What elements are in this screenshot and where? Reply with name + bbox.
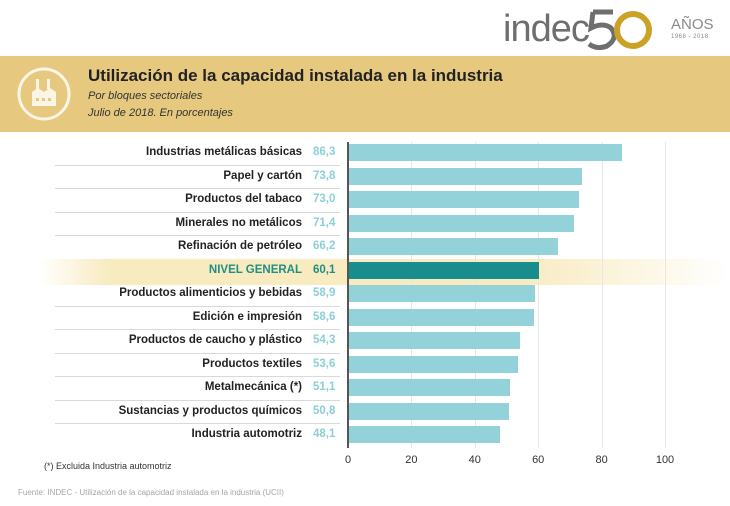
value-label: 58,6 — [313, 310, 336, 323]
category-label: Sustancias y productos químicos — [118, 404, 302, 417]
value-label: 73,0 — [313, 193, 336, 205]
category-label: Edición e impresión — [192, 310, 302, 323]
row-divider — [55, 188, 340, 189]
row-divider — [55, 211, 340, 213]
footnote: (*) Excluida Industria automotriz — [44, 461, 172, 471]
category-label: Papel y cartón — [223, 169, 302, 182]
chart-subtitle: Por bloques sectoriales — [88, 90, 203, 102]
category-label: Productos textiles — [202, 357, 302, 370]
row-divider — [55, 399, 340, 401]
row-divider — [55, 235, 340, 236]
source-note: Fuente: INDEC - Utilización de la capaci… — [18, 488, 284, 497]
factory-icon — [17, 67, 71, 121]
bar — [348, 238, 558, 255]
bar — [348, 144, 622, 161]
x-tick-label: 0 — [344, 454, 352, 466]
category-label: Productos del tabaco — [185, 193, 302, 205]
row-divider — [55, 305, 340, 307]
category-label: Productos alimenticios y bebidas — [119, 287, 302, 299]
bar-nivel-general — [348, 261, 539, 279]
bar — [348, 355, 518, 373]
value-label: 66,2 — [313, 240, 336, 252]
category-label: Refinación de petróleo — [178, 240, 302, 252]
value-label: 60,1 — [313, 263, 336, 276]
row-divider — [55, 164, 340, 166]
bar — [348, 379, 510, 396]
gridline — [601, 142, 603, 448]
logo-50-icon — [587, 9, 652, 50]
title-banner: Utilización de la capacidad instalada en… — [0, 56, 730, 132]
bar — [348, 402, 510, 420]
value-label: 53,6 — [313, 357, 336, 370]
chart-date: Julio de 2018. En porcentajes — [88, 107, 233, 119]
value-label: 51,1 — [313, 381, 336, 393]
row-divider — [55, 376, 340, 377]
category-label: NIVEL GENERAL — [208, 263, 302, 276]
row-divider — [55, 352, 340, 354]
logo-wordmark: indec — [503, 8, 590, 50]
bar — [348, 191, 580, 208]
value-label: 48,1 — [313, 428, 336, 440]
x-tick-label: 40 — [468, 454, 481, 466]
bar — [348, 426, 501, 443]
x-tick-label: 60 — [532, 454, 545, 466]
indec-logo: indec AÑOS 1968 - 2018 — [503, 6, 723, 50]
category-label: Industrias metálicas básicas — [146, 146, 302, 158]
logo-years: 1968 - 2018 — [671, 34, 709, 40]
x-tick-label: 80 — [595, 454, 608, 466]
chart-title: Utilización de la capacidad instalada en… — [88, 66, 503, 85]
bar — [348, 332, 521, 349]
category-label: Productos de caucho y plástico — [128, 334, 302, 346]
row-divider — [55, 329, 340, 330]
value-label: 50,8 — [313, 404, 336, 417]
bar — [348, 308, 534, 326]
row-divider — [55, 423, 340, 424]
gridline — [538, 142, 540, 448]
x-tick-label: 20 — [405, 454, 418, 466]
value-label: 54,3 — [313, 334, 336, 346]
category-label: Industria automotriz — [191, 428, 302, 440]
category-label: Metalmecánica (*) — [204, 381, 302, 393]
value-label: 71,4 — [313, 216, 336, 229]
value-label: 73,8 — [313, 169, 336, 182]
bar — [348, 167, 582, 185]
x-tick-label: 100 — [655, 454, 675, 466]
value-label: 86,3 — [313, 146, 336, 158]
category-label: Minerales no metálicos — [175, 216, 302, 229]
gridline — [665, 142, 666, 448]
y-axis-line — [347, 142, 349, 448]
bar — [348, 285, 535, 302]
value-label: 58,9 — [313, 287, 336, 299]
bar — [348, 214, 575, 232]
logo-anos: AÑOS — [671, 16, 714, 33]
